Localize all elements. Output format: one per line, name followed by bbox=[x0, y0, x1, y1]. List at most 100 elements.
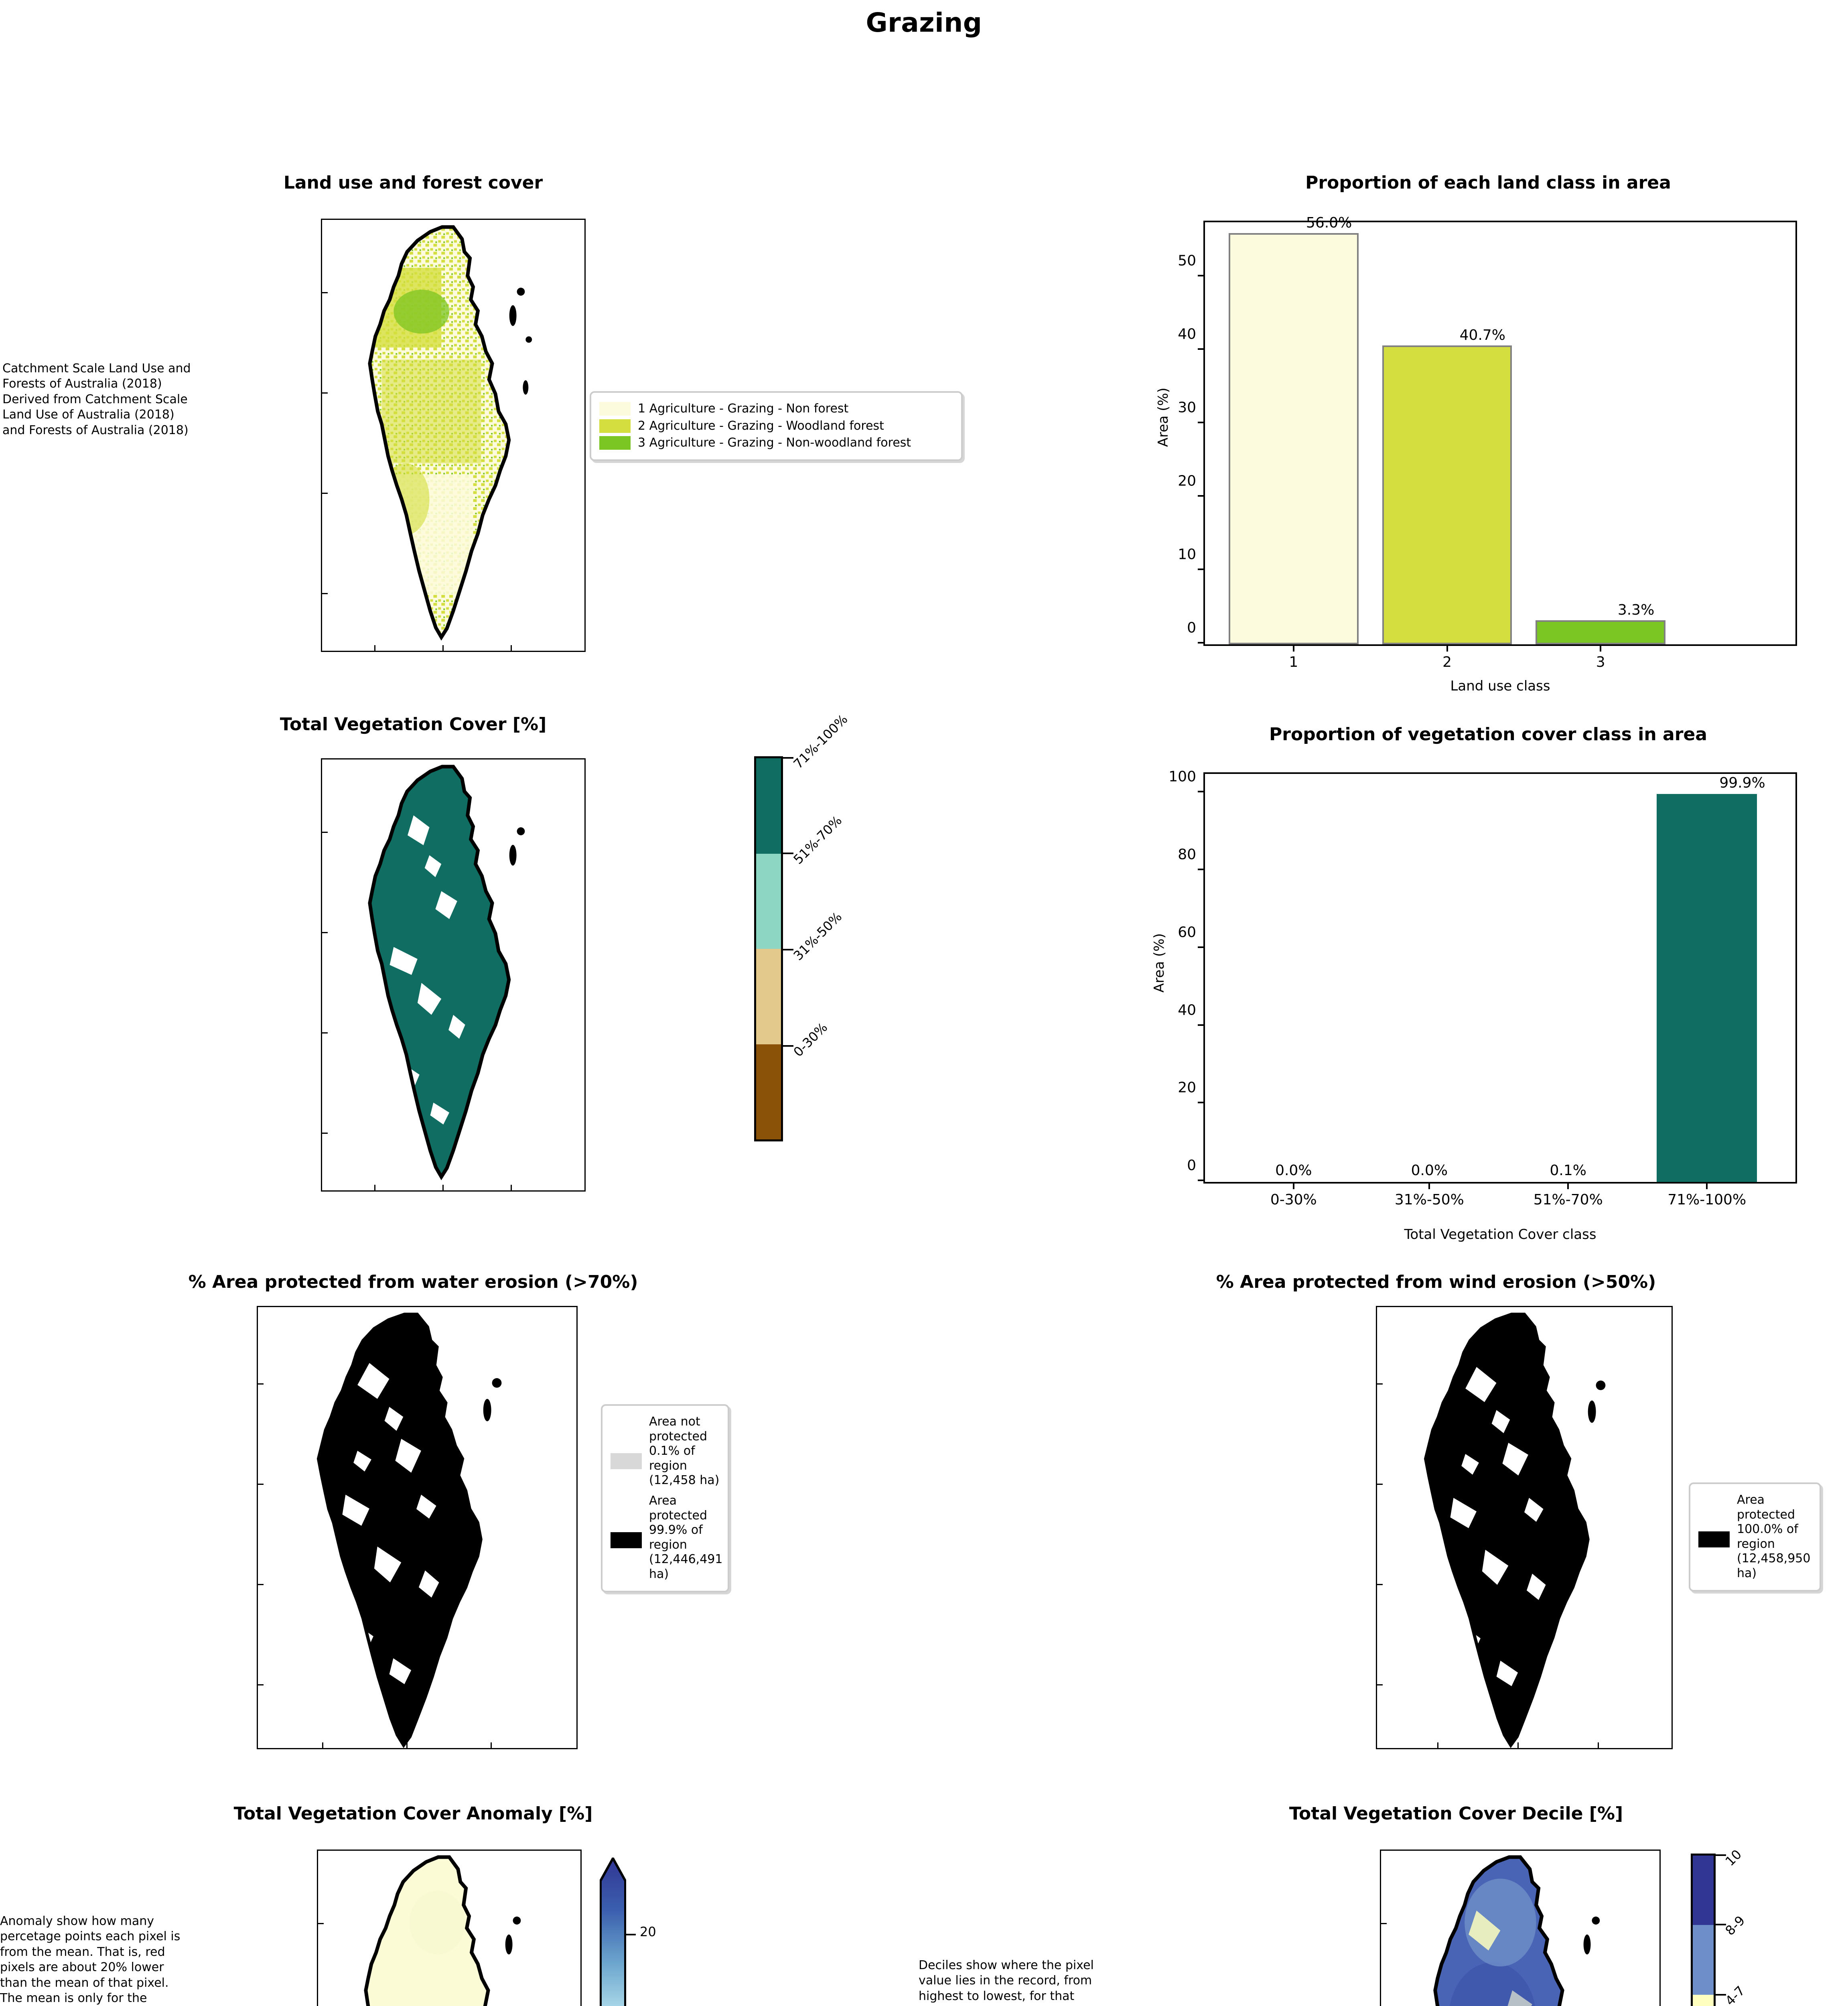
legend-label-2: 2 Agriculture - Grazing - Woodland fores… bbox=[638, 418, 884, 433]
anomaly-colorbar-gradient bbox=[600, 1858, 626, 2006]
wind-erosion-legend[interactable]: Area protected 100.0% of region (12,458,… bbox=[1689, 1482, 1821, 1592]
legend-item: 2 Agriculture - Grazing - Woodland fores… bbox=[599, 419, 953, 434]
land-class-bar-chart[interactable]: 0 10 20 30 40 50 56.0% 40.7% 3.3% 1 2 3 bbox=[1155, 215, 1797, 694]
decile-note: Deciles show where the pixel value lies … bbox=[919, 1958, 1095, 2006]
veg-class-chart-title: Proportion of vegetation cover class in … bbox=[1269, 724, 1707, 745]
page-title: Grazing bbox=[866, 7, 982, 38]
ytick-40: 40 bbox=[1178, 1002, 1196, 1019]
decile-map[interactable] bbox=[1380, 1850, 1661, 2006]
land-use-map[interactable] bbox=[321, 219, 586, 652]
anomaly-raster bbox=[318, 1851, 580, 2006]
legend-label-not-protected: Area not protected 0.1% of region (12,45… bbox=[649, 1415, 720, 1488]
legend-swatch-protected bbox=[1698, 1531, 1730, 1547]
colorbar-label-0-30: 0-30% bbox=[790, 1019, 831, 1060]
map-ticks bbox=[322, 759, 584, 1190]
chart-plot-area: 0 20 40 60 80 100 0.0% 0.0% 0.1% 99.9% 0… bbox=[1168, 769, 1797, 1208]
decile-colorbar[interactable]: 10 8-9 4-7 2-3 1 bbox=[1691, 1847, 1748, 2006]
decile-map-title: Total Vegetation Cover Decile [%] bbox=[1289, 1803, 1623, 1824]
anomaly-map-title: Total Vegetation Cover Anomaly [%] bbox=[233, 1803, 593, 1824]
bar-class-2[interactable] bbox=[1382, 345, 1512, 644]
veg-cover-map[interactable] bbox=[321, 758, 586, 1192]
bar-class-1[interactable] bbox=[1228, 233, 1359, 644]
colorbar-band-51-70 bbox=[756, 853, 781, 949]
colorbar-bar bbox=[1691, 1854, 1716, 2006]
ytick-60: 60 bbox=[1178, 924, 1196, 941]
decile-label-8-9: 8-9 bbox=[1722, 1913, 1748, 1939]
land-use-source-note: Catchment Scale Land Use and Forests of … bbox=[2, 361, 191, 437]
bar-class-3[interactable] bbox=[1536, 620, 1666, 644]
ytick-0: 0 bbox=[1187, 1157, 1196, 1174]
anomaly-map[interactable] bbox=[317, 1850, 582, 2006]
legend-item: Area protected 99.9% of region (12,446,4… bbox=[611, 1493, 723, 1582]
map-ticks bbox=[258, 1307, 576, 1748]
ytick-20: 20 bbox=[1178, 473, 1196, 489]
water-erosion-raster bbox=[258, 1307, 576, 1748]
veg-cover-map-title: Total Vegetation Cover [%] bbox=[280, 714, 547, 735]
legend-swatch-not-protected bbox=[611, 1453, 642, 1469]
xtick-51-70: 51%-70% bbox=[1533, 1192, 1603, 1208]
legend-swatch-3 bbox=[599, 436, 631, 450]
land-use-legend[interactable]: 1 Agriculture - Grazing - Non forest 2 A… bbox=[590, 391, 963, 461]
legend-item: 3 Agriculture - Grazing - Non-woodland f… bbox=[599, 436, 953, 451]
wind-erosion-raster bbox=[1377, 1307, 1672, 1748]
bar-value-51-70: 0.1% bbox=[1550, 1162, 1586, 1179]
legend-item: Area protected 100.0% of region (12,458,… bbox=[1698, 1493, 1811, 1581]
water-erosion-map[interactable] bbox=[257, 1306, 578, 1749]
legend-label-protected: Area protected 100.0% of region (12,458,… bbox=[1737, 1493, 1811, 1580]
veg-class-bar-chart[interactable]: 0 20 40 60 80 100 0.0% 0.0% 0.1% 99.9% 0… bbox=[1151, 769, 1797, 1243]
ytick-100: 100 bbox=[1168, 768, 1196, 785]
colorbar-label-51-70: 51%-70% bbox=[790, 812, 845, 867]
bar-veg-71-100[interactable] bbox=[1657, 794, 1757, 1182]
ytick-40: 40 bbox=[1178, 326, 1196, 343]
ytick-30: 30 bbox=[1178, 399, 1196, 416]
bar-value-3: 3.3% bbox=[1617, 601, 1655, 618]
legend-swatch-2 bbox=[599, 419, 631, 433]
legend-item: 1 Agriculture - Grazing - Non forest bbox=[599, 402, 953, 416]
xtick-31-50: 31%-50% bbox=[1394, 1192, 1464, 1208]
land-class-chart-title: Proportion of each land class in area bbox=[1305, 173, 1671, 193]
water-erosion-map-title: % Area protected from water erosion (>70… bbox=[188, 1272, 638, 1292]
decile-label-10: 10 bbox=[1722, 1846, 1745, 1869]
colorbar-label-31-50: 31%-50% bbox=[790, 909, 845, 964]
xtick-0-30: 0-30% bbox=[1270, 1192, 1317, 1208]
map-ticks bbox=[1377, 1307, 1672, 1748]
wind-erosion-map-title: % Area protected from wind erosion (>50%… bbox=[1216, 1272, 1656, 1292]
decile-raster bbox=[1381, 1851, 1659, 2006]
bar-value-71-100: 99.9% bbox=[1719, 774, 1765, 791]
veg-cover-raster bbox=[322, 759, 584, 1190]
xtick-3: 3 bbox=[1596, 654, 1605, 670]
chart-ylabel: Area (%) bbox=[1155, 388, 1171, 447]
legend-swatch-protected bbox=[611, 1532, 642, 1548]
bar-value-31-50: 0.0% bbox=[1411, 1162, 1448, 1179]
ytick-10: 10 bbox=[1178, 546, 1196, 563]
colorbar-band-10 bbox=[1693, 1856, 1714, 1925]
veg-cover-colorbar[interactable]: 71%-100% 51%-70% 31%-50% 0-30% bbox=[754, 711, 851, 1141]
xtick-71-100: 71%-100% bbox=[1667, 1192, 1747, 1208]
ytick-0: 0 bbox=[1187, 619, 1196, 636]
legend-label-1: 1 Agriculture - Grazing - Non forest bbox=[638, 402, 849, 416]
anomaly-colorbar[interactable]: 20 10 0 −10 −20 bbox=[600, 1858, 656, 2006]
colorbar-band-71-100 bbox=[756, 758, 781, 854]
anomaly-note: Anomaly show how many percetage points e… bbox=[0, 1914, 181, 2005]
anomaly-tick-20: 20 bbox=[640, 1924, 656, 1939]
decile-label-4-7: 4-7 bbox=[1722, 1983, 1748, 2006]
legend-swatch-1 bbox=[599, 402, 631, 416]
chart-plot-area: 0 10 20 30 40 50 56.0% 40.7% 3.3% 1 2 3 bbox=[1178, 215, 1797, 670]
colorbar-band-4-7 bbox=[1693, 1994, 1714, 2006]
ytick-50: 50 bbox=[1178, 252, 1196, 269]
map-ticks bbox=[322, 220, 584, 651]
chart-ylabel: Area (%) bbox=[1151, 933, 1167, 993]
xtick-2: 2 bbox=[1442, 654, 1452, 670]
wind-erosion-map[interactable] bbox=[1376, 1306, 1673, 1749]
legend-item: Area not protected 0.1% of region (12,45… bbox=[611, 1415, 720, 1488]
ytick-20: 20 bbox=[1178, 1079, 1196, 1096]
legend-label-3: 3 Agriculture - Grazing - Non-woodland f… bbox=[638, 436, 911, 450]
colorbar-band-31-50 bbox=[756, 949, 781, 1044]
bar-value-2: 40.7% bbox=[1459, 327, 1506, 343]
water-erosion-legend[interactable]: Area not protected 0.1% of region (12,45… bbox=[601, 1404, 729, 1592]
legend-label-protected: Area protected 99.9% of region (12,446,4… bbox=[649, 1493, 723, 1581]
chart-xlabel: Land use class bbox=[1450, 678, 1550, 694]
colorbar-band-8-9 bbox=[1693, 1925, 1714, 1995]
bar-value-0-30: 0.0% bbox=[1275, 1162, 1312, 1179]
